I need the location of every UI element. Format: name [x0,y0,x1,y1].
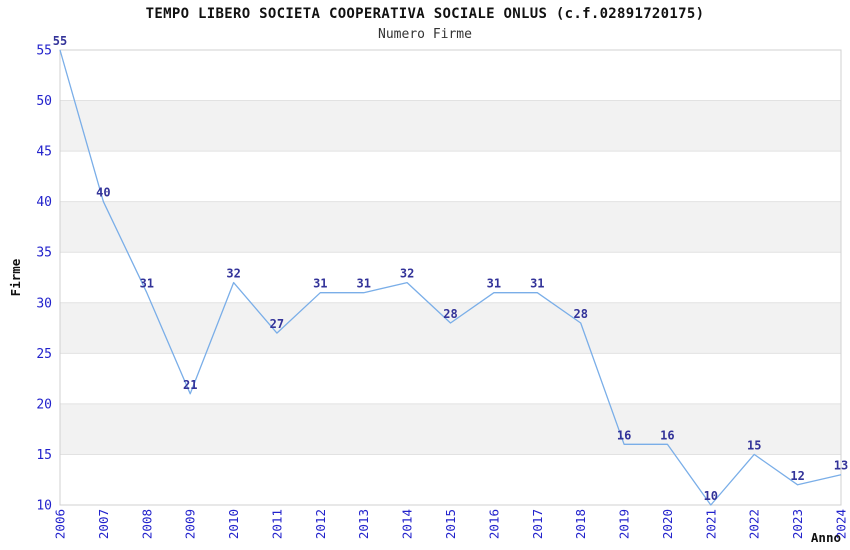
x-tick-label: 2017 [530,509,545,539]
chart-title: TEMPO LIBERO SOCIETA COOPERATIVA SOCIALE… [145,6,705,22]
y-tick-label: 25 [36,347,52,362]
series-line [59,49,842,506]
y-tick-label: 45 [36,145,52,160]
y-tick-label: 10 [36,499,52,514]
x-tick-label: 2009 [183,509,198,539]
y-tick-label: 50 [36,94,52,109]
x-tick-label: 2006 [53,509,68,539]
plot-border [59,49,842,506]
point-label: 31 [530,277,544,291]
x-tick-label: 2007 [96,509,111,539]
x-tick-label: 2018 [573,509,588,539]
point-label: 32 [400,267,414,281]
x-tick-label: 2019 [617,509,632,539]
plot-band [60,403,841,455]
point-label: 28 [573,307,587,321]
y-tick-label: 20 [36,397,52,412]
point-label: 15 [747,438,761,452]
y-tick-label: 55 [36,44,52,59]
y-tick-label: 30 [36,296,52,311]
point-label: 10 [704,489,718,503]
point-label: 31 [313,277,327,291]
x-tick-label: 2020 [660,509,675,539]
x-tick-label: 2010 [226,509,241,539]
y-axis-title: Firme [8,258,23,296]
point-label: 31 [487,277,501,291]
x-tick-label: 2015 [443,509,458,539]
plot-band [60,201,841,253]
plot-band [60,100,841,152]
point-label: 21 [183,378,197,392]
plot-band [60,302,841,354]
point-label: 13 [834,459,848,473]
point-label: 31 [140,277,154,291]
point-label: 55 [53,34,67,48]
point-label: 12 [790,469,804,483]
x-tick-label: 2014 [400,509,415,539]
x-tick-label: 2024 [834,509,849,539]
point-label: 16 [660,428,674,442]
x-tick-label: 2012 [313,509,328,539]
point-label: 27 [270,317,284,331]
y-tick-label: 15 [36,448,52,463]
point-label: 32 [226,267,240,281]
y-tick-label: 40 [36,195,52,210]
x-axis-title: Anno [811,530,841,545]
x-tick-label: 2011 [269,509,284,539]
y-tick-label: 35 [36,246,52,261]
x-tick-label: 2016 [486,509,501,539]
x-tick-label: 2023 [790,509,805,539]
point-label: 16 [617,428,631,442]
chart-subtitle: Numero Firme [378,27,472,42]
point-label: 40 [96,186,110,200]
point-label: 28 [443,307,457,321]
x-tick-label: 2013 [356,509,371,539]
x-tick-label: 2021 [703,509,718,539]
x-tick-label: 2008 [139,509,154,539]
point-label: 31 [356,277,370,291]
x-tick-label: 2022 [747,509,762,539]
